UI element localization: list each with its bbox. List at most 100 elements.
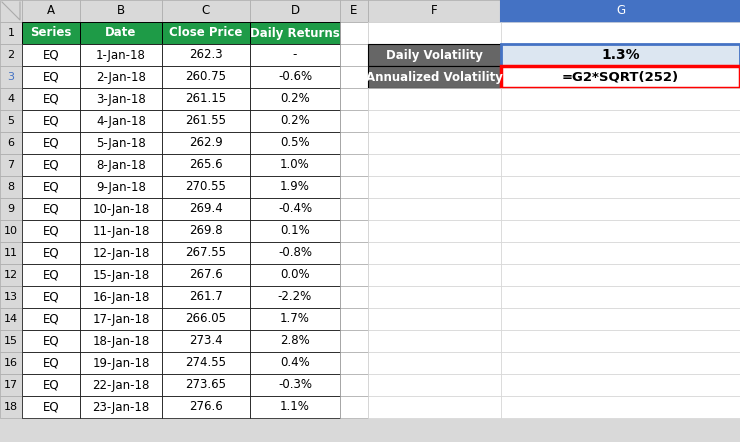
Bar xyxy=(501,330,740,352)
Bar xyxy=(340,132,368,154)
Text: 260.75: 260.75 xyxy=(186,71,226,84)
Text: B: B xyxy=(117,4,125,18)
Text: EQ: EQ xyxy=(43,400,59,414)
Bar xyxy=(340,220,368,242)
Bar xyxy=(22,154,80,176)
Text: 269.8: 269.8 xyxy=(189,225,223,237)
Bar xyxy=(80,110,162,132)
Text: 2-Jan-18: 2-Jan-18 xyxy=(96,71,146,84)
Text: 4: 4 xyxy=(7,94,15,104)
Bar xyxy=(0,220,22,242)
Bar xyxy=(340,44,368,66)
Text: EQ: EQ xyxy=(43,312,59,325)
Bar xyxy=(80,44,162,66)
Bar xyxy=(368,286,501,308)
Bar xyxy=(80,264,162,286)
Bar xyxy=(0,154,22,176)
Bar xyxy=(0,242,22,264)
Text: 270.55: 270.55 xyxy=(186,180,226,194)
Text: 4-Jan-18: 4-Jan-18 xyxy=(96,114,146,127)
Bar xyxy=(162,308,250,330)
Bar xyxy=(250,88,340,110)
Text: Daily Volatility: Daily Volatility xyxy=(386,49,483,61)
Text: 17: 17 xyxy=(4,380,18,390)
Bar xyxy=(340,176,368,198)
Bar xyxy=(162,374,250,396)
Text: 0.2%: 0.2% xyxy=(280,92,310,106)
Bar xyxy=(250,374,340,396)
Bar xyxy=(340,0,368,22)
Bar xyxy=(22,286,80,308)
Bar xyxy=(501,198,740,220)
Bar xyxy=(368,264,501,286)
Text: 1.7%: 1.7% xyxy=(280,312,310,325)
Text: 1: 1 xyxy=(7,28,15,38)
Text: EQ: EQ xyxy=(43,378,59,392)
Text: 0.2%: 0.2% xyxy=(280,114,310,127)
Bar xyxy=(162,242,250,264)
Text: EQ: EQ xyxy=(43,357,59,370)
Text: -: - xyxy=(293,49,297,61)
Text: 269.4: 269.4 xyxy=(189,202,223,216)
Bar xyxy=(22,396,80,418)
Bar xyxy=(22,242,80,264)
Bar xyxy=(250,308,340,330)
Text: EQ: EQ xyxy=(43,290,59,304)
Bar xyxy=(22,374,80,396)
Bar xyxy=(501,132,740,154)
Bar xyxy=(0,374,22,396)
Bar xyxy=(0,264,22,286)
Bar xyxy=(368,396,501,418)
Bar xyxy=(162,176,250,198)
Text: 3-Jan-18: 3-Jan-18 xyxy=(96,92,146,106)
Bar xyxy=(0,396,22,418)
Text: G: G xyxy=(616,4,625,18)
Text: 0.5%: 0.5% xyxy=(280,137,310,149)
Text: 276.6: 276.6 xyxy=(189,400,223,414)
Bar xyxy=(162,198,250,220)
Text: 22-Jan-18: 22-Jan-18 xyxy=(92,378,149,392)
Text: EQ: EQ xyxy=(43,137,59,149)
Bar xyxy=(340,330,368,352)
Bar xyxy=(340,286,368,308)
Bar xyxy=(22,66,80,88)
Text: 5-Jan-18: 5-Jan-18 xyxy=(96,137,146,149)
Bar xyxy=(368,88,501,110)
Text: 266.05: 266.05 xyxy=(186,312,226,325)
Bar xyxy=(501,66,740,88)
Bar xyxy=(340,242,368,264)
Bar xyxy=(80,176,162,198)
Bar xyxy=(250,154,340,176)
Bar xyxy=(501,88,740,110)
Text: 1.0%: 1.0% xyxy=(280,159,310,171)
Text: EQ: EQ xyxy=(43,71,59,84)
Bar xyxy=(0,176,22,198)
Text: EQ: EQ xyxy=(43,180,59,194)
Bar xyxy=(0,198,22,220)
Bar xyxy=(162,88,250,110)
Text: 261.15: 261.15 xyxy=(186,92,226,106)
Bar xyxy=(368,352,501,374)
Bar xyxy=(80,374,162,396)
Bar xyxy=(340,66,368,88)
Bar xyxy=(340,264,368,286)
Bar xyxy=(340,198,368,220)
Text: 5: 5 xyxy=(7,116,15,126)
Bar xyxy=(250,176,340,198)
Bar xyxy=(80,396,162,418)
Bar xyxy=(162,396,250,418)
Bar xyxy=(22,88,80,110)
Bar xyxy=(80,88,162,110)
Bar xyxy=(250,44,340,66)
Text: =G2*SQRT(252): =G2*SQRT(252) xyxy=(562,71,679,84)
Bar xyxy=(162,44,250,66)
Bar xyxy=(368,198,501,220)
Text: 13: 13 xyxy=(4,292,18,302)
Text: 1.9%: 1.9% xyxy=(280,180,310,194)
Bar xyxy=(501,286,740,308)
Bar xyxy=(22,22,80,44)
Bar xyxy=(340,352,368,374)
Text: -2.2%: -2.2% xyxy=(278,290,312,304)
Bar xyxy=(501,242,740,264)
Bar xyxy=(368,154,501,176)
